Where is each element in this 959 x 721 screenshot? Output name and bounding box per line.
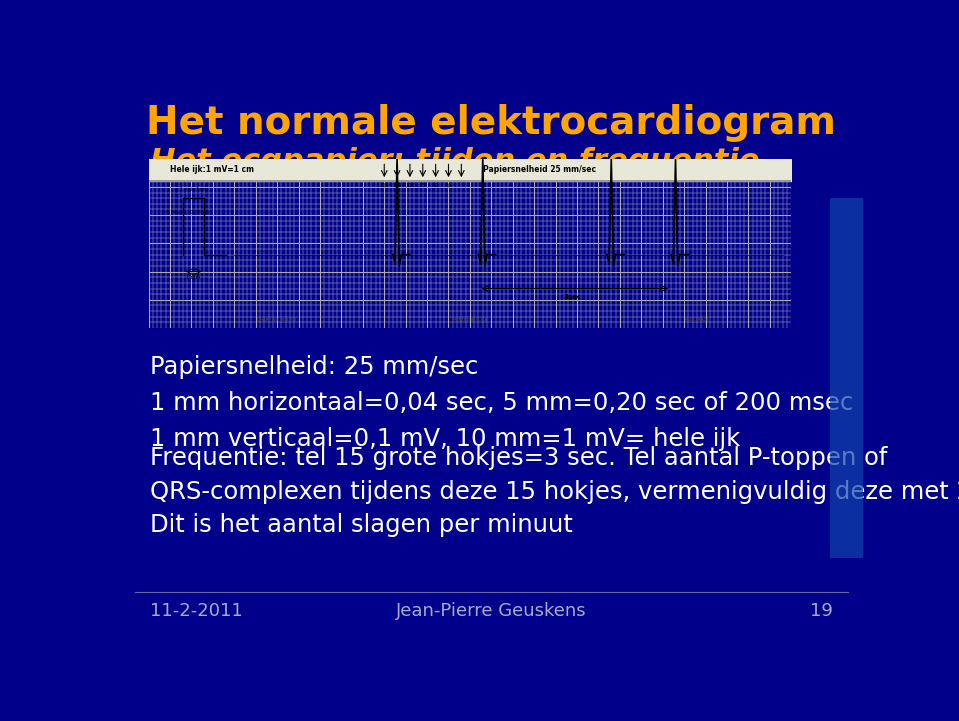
Text: 1 cm=1mv: 1 cm=1mv — [180, 187, 207, 193]
Text: 1 mm horizontaal=0,04 sec, 5 mm=0,20 sec of 200 msec: 1 mm horizontaal=0,04 sec, 5 mm=0,20 sec… — [150, 391, 853, 415]
Text: MEDI-TRACE: MEDI-TRACE — [685, 317, 710, 322]
Text: CHART NO. 804700: CHART NO. 804700 — [257, 317, 297, 322]
Text: Het normale elektrocardiogram: Het normale elektrocardiogram — [147, 104, 836, 141]
Text: Het ecgpapier: tijden en frequentie: Het ecgpapier: tijden en frequentie — [150, 147, 760, 176]
Text: 50: 50 — [445, 182, 452, 187]
Text: Frequentie: tel 15 grote hokjes=3 sec. Tel aantal P-toppen of
QRS-complexen tijd: Frequentie: tel 15 grote hokjes=3 sec. T… — [150, 446, 959, 537]
Text: Hele ijk:1 mV=1 cm: Hele ijk:1 mV=1 cm — [170, 165, 254, 174]
Text: Papiersnelheid 25 mm/sec: Papiersnelheid 25 mm/sec — [482, 165, 596, 174]
Text: PRINTED IN U.S.A.: PRINTED IN U.S.A. — [452, 317, 488, 322]
Text: 1 mm: 1 mm — [186, 275, 200, 280]
Text: 75: 75 — [420, 182, 426, 187]
Text: 150: 150 — [392, 182, 402, 187]
Text: 0,04 sec  0,20 sec: 0,04 sec 0,20 sec — [166, 210, 210, 215]
Text: Jean-Pierre Geuskens: Jean-Pierre Geuskens — [396, 602, 587, 620]
Text: 11-2-2011: 11-2-2011 — [150, 602, 243, 620]
Text: 1 mm verticaal=0,1 mV, 10 mm=1 mV= hele ijk: 1 mm verticaal=0,1 mV, 10 mm=1 mV= hele … — [150, 427, 739, 451]
Text: 100: 100 — [406, 182, 414, 187]
Text: Papiersnelheid: 25 mm/sec: Papiersnelheid: 25 mm/sec — [150, 355, 478, 379]
Text: 60: 60 — [433, 182, 439, 187]
Text: 19: 19 — [810, 602, 833, 620]
Text: 300: 300 — [380, 182, 389, 187]
Bar — [830, 198, 863, 558]
Text: 3sec: 3sec — [564, 294, 582, 300]
